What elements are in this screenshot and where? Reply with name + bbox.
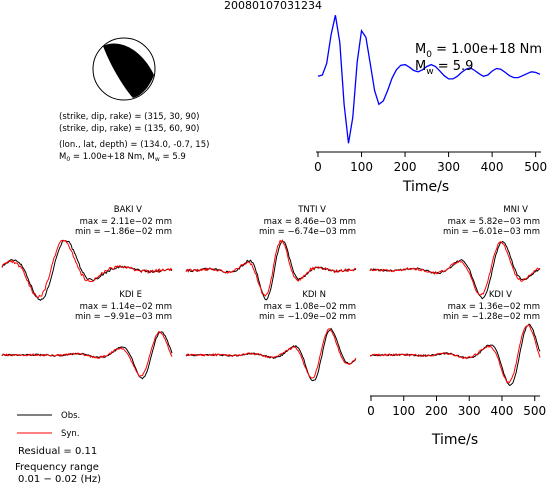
legend-syn-label: Syn. (61, 429, 80, 439)
waveform-tick-label: 400 (491, 404, 514, 418)
station-min: min = −1.86e−02 mm (75, 227, 172, 237)
station-max: max = 8.46e−03 mm (264, 217, 356, 227)
station-min: min = −6.01e−03 mm (443, 227, 540, 237)
waveform-tick-label: 300 (458, 404, 481, 418)
stf-mw-sub: w (426, 67, 433, 77)
mechanism-line-1: (strike, dip, rake) = (315, 30, 90) (59, 112, 199, 122)
station-name: KDI V (489, 290, 512, 300)
stf-mw-label: M (415, 59, 426, 74)
station-min: min = −1.28e−02 mm (443, 312, 540, 322)
stf-x-axis-label: Time/s (402, 179, 449, 195)
legend-obs-label: Obs. (61, 411, 80, 421)
stf-m0-sub: 0 (426, 50, 432, 60)
stf-tick-label: 0 (314, 160, 322, 174)
waveform-time-axis: 0 100 200 300 400 500 Time/s (367, 395, 546, 448)
stf-tick-label: 500 (524, 160, 547, 174)
station-max: max = 1.14e−02 mm (80, 302, 172, 312)
station-max: max = 2.11e−02 mm (80, 217, 172, 227)
legend: Obs. Syn. (17, 411, 80, 439)
mechanism-line-3: (lon., lat, depth) = (134.0, -0.7, 15) (59, 140, 209, 150)
stf-tick-label: 100 (350, 160, 373, 174)
stf-line (317, 15, 541, 144)
station-min: min = −6.74e−03 mm (259, 227, 356, 237)
station-min: min = −9.91e−03 mm (75, 312, 172, 322)
observed-waveform (185, 327, 357, 382)
waveform-tick-label: 100 (392, 404, 415, 418)
stf-m0-label: M (415, 42, 426, 57)
station-min: min = −1.09e−02 mm (259, 312, 356, 322)
focal-mechanism-beachball (92, 37, 156, 101)
residual-text: Residual = 0.11 (18, 446, 97, 457)
station-max: max = 1.08e−02 mm (264, 302, 356, 312)
mechanism-m0-sub: 0 (66, 156, 70, 163)
mechanism-parameters: (strike, dip, rake) = (315, 30, 90) (str… (59, 112, 209, 163)
mechanism-line-2: (strike, dip, rake) = (135, 60, 90) (59, 124, 199, 134)
station-name: TNTI V (297, 205, 326, 215)
stf-tick-label: 300 (437, 160, 460, 174)
waveform-tick-label: 0 (367, 404, 375, 418)
synthetic-waveform (369, 241, 541, 296)
frequency-range-label: Frequency range (15, 462, 99, 473)
synthetic-waveform (1, 331, 173, 377)
stf-m0-value: = 1.00e+18 Nm (432, 42, 542, 57)
station-max: max = 1.36e−02 mm (448, 302, 540, 312)
mechanism-m0-value: = 1.00e+18 Nm, M (70, 152, 155, 162)
waveform-ticks: 0 100 200 300 400 500 (367, 396, 546, 418)
mechanism-m0-label: M (59, 152, 66, 162)
stf-magnitude-label: Mw = 5.9 (415, 59, 473, 77)
waveform-tick-label: 500 (523, 404, 546, 418)
waveform-x-axis-label: Time/s (431, 432, 478, 448)
mechanism-mw-sub: w (155, 156, 160, 163)
station-max: max = 5.82e−03 mm (448, 217, 540, 227)
stf-tick-label: 200 (394, 160, 417, 174)
station-name: KDI E (119, 290, 142, 300)
frequency-range-value: 0.01 − 0.02 (Hz) (18, 474, 101, 485)
stf-tick-label: 400 (481, 160, 504, 174)
figure-title: 20080107031234 (224, 0, 322, 12)
source-time-function-panel: 0 100 200 300 400 500 Time/s M0 = 1.00e+18 Nm… (314, 15, 547, 195)
station-name: MNI V (503, 205, 528, 215)
stf-moment-label: M0 = 1.00e+18 Nm (415, 42, 542, 60)
station-name: BAKI V (114, 205, 142, 215)
synthetic-waveform (185, 328, 357, 379)
station-name: KDI N (302, 290, 326, 300)
synthetic-waveform (1, 239, 173, 299)
waveform-tick-label: 200 (425, 404, 448, 418)
beachball-compressional-quadrant (103, 43, 154, 98)
mechanism-mw-value: = 5.9 (160, 152, 186, 162)
mechanism-moment-line: M0 = 1.00e+18 Nm, Mw = 5.9 (59, 152, 186, 163)
synthetic-waveform (369, 323, 541, 384)
synthetic-waveform (185, 239, 357, 297)
stf-mw-value: = 5.9 (434, 59, 474, 74)
stf-ticks: 0 100 200 300 400 500 (314, 152, 547, 174)
